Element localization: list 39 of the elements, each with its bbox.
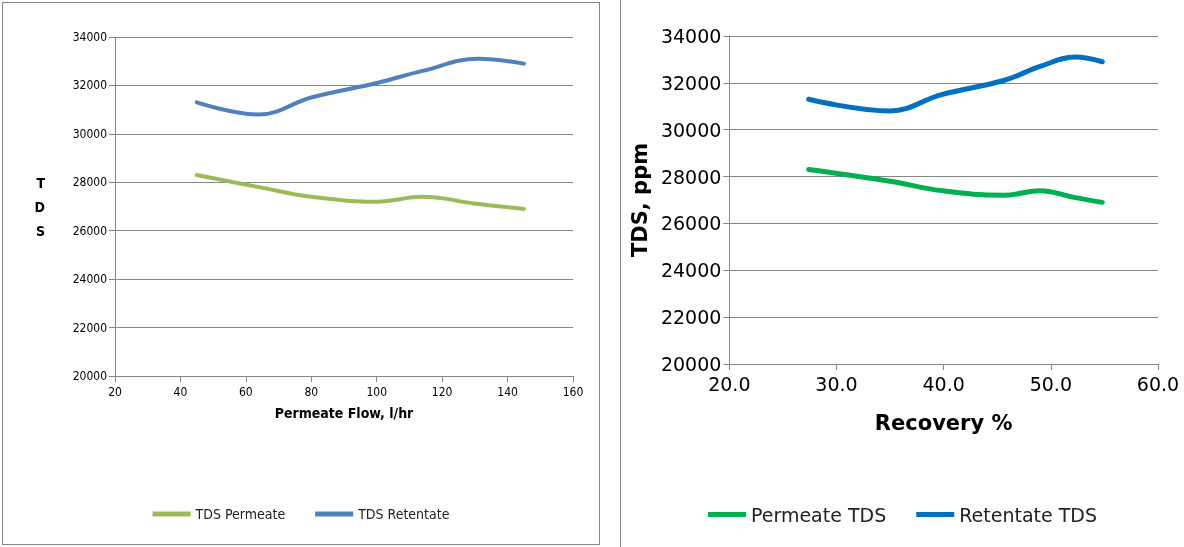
y-tick-label: 20000 [660, 353, 722, 375]
x-axis-title: Recovery % [874, 410, 1013, 435]
legend-label: TDS Permeate [194, 506, 286, 522]
y-tick-label: 24000 [72, 272, 108, 287]
y-tick-label: 30000 [660, 118, 722, 141]
x-tick-label: 60.0 [1136, 372, 1180, 395]
x-tick-label: 50.0 [1029, 372, 1072, 395]
y-tick-label: 34000 [72, 30, 108, 44]
legend-label: Retentate TDS [959, 503, 1098, 526]
y-tick-label: 20000 [72, 369, 108, 383]
y-tick-label: 28000 [72, 175, 108, 190]
x-tick-label: 120 [431, 385, 453, 399]
y-tick-label: 26000 [72, 223, 108, 238]
y-tick-label: 22000 [660, 306, 722, 329]
y-tick-label: 26000 [660, 212, 722, 235]
x-tick-label: 140 [497, 385, 518, 399]
x-axis-title: Permeate Flow, l/hr [274, 405, 415, 421]
y-tick-label: 28000 [660, 165, 722, 188]
x-tick-label: 80 [304, 385, 319, 399]
y-tick-label: 32000 [660, 71, 722, 94]
y-axis-title: TDS [34, 174, 46, 239]
y-tick-label: 30000 [72, 126, 108, 141]
line-series [194, 173, 526, 211]
line-series [194, 56, 526, 117]
x-tick-label: 160 [562, 385, 584, 399]
x-tick-label: 40.0 [922, 372, 965, 395]
y-tick-label: 24000 [660, 259, 722, 282]
y-tick-label: 34000 [660, 25, 722, 47]
y-tick-label: 32000 [72, 78, 108, 93]
y-axis-title: TDS, ppm [627, 142, 652, 258]
legend-label: Permeate TDS [750, 503, 887, 526]
x-tick-label: 100 [366, 385, 388, 399]
x-tick-label: 30.0 [815, 372, 858, 395]
x-tick-label: 60 [238, 385, 253, 399]
x-tick-label: 20 [108, 385, 122, 399]
x-tick-label: 40 [173, 385, 188, 399]
y-tick-label: 22000 [72, 320, 108, 335]
x-tick-label: 20.0 [708, 372, 751, 395]
legend-label: TDS Retentate [357, 506, 450, 522]
